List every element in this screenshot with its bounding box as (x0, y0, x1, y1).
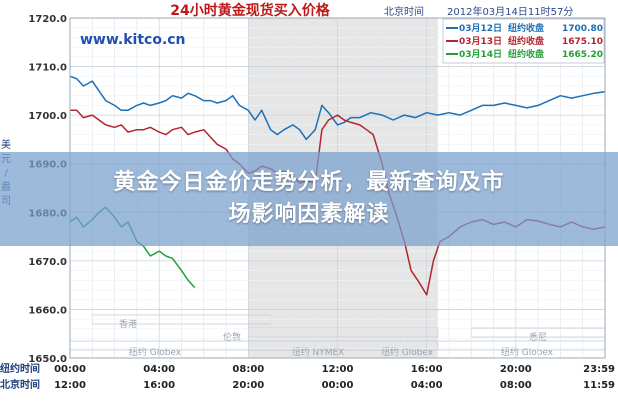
session-label-globex3: 纽约 Globex (501, 346, 554, 358)
x-tick-label: 04:00 (143, 364, 175, 375)
y-tick-label: 1700.0 (28, 111, 67, 122)
legend-label: 纽约收盘 (508, 48, 544, 60)
x-tick-label: 12:00 (54, 380, 86, 391)
x-row-label: 纽约时间 (0, 362, 40, 375)
legend-label: 纽约收盘 (508, 35, 544, 47)
session-label-nymex: 纽约 NYMEX (292, 346, 345, 358)
y-tick-label: 1710.0 (28, 63, 67, 74)
y-axis-label-char: 美 (1, 138, 11, 151)
clock-label: 北京时间 (384, 5, 424, 18)
series-line-1 (69, 75, 606, 141)
headline-line-1: 黄金今日金价走势分析，最新查询及市 (113, 170, 505, 195)
headline-line-2: 场影响因素解读 (228, 202, 390, 227)
legend-value: 1665.20 (562, 50, 603, 60)
site-watermark[interactable]: www.kitco.cn (80, 32, 186, 48)
legend-date: 03月12日 (459, 23, 502, 34)
x-tick-label: 08:00 (500, 380, 532, 391)
x-tick-label: 23:59 (583, 364, 615, 375)
legend-date: 03月14日 (459, 49, 502, 60)
x-tick-label: 11:59 (583, 380, 615, 391)
x-tick-label: 16:00 (143, 380, 175, 391)
y-tick-label: 1650.0 (28, 354, 67, 365)
x-tick-label: 00:00 (322, 380, 354, 391)
legend-value: 1700.80 (562, 24, 603, 34)
legend-date: 03月13日 (459, 36, 502, 47)
x-tick-label: 20:00 (500, 364, 532, 375)
session-label-globex1: 纽约 Globex (129, 346, 182, 358)
x-tick-label: 08:00 (232, 364, 264, 375)
x-tick-label: 00:00 (54, 364, 86, 375)
legend-label: 纽约收盘 (508, 22, 544, 34)
legend-box (442, 18, 605, 64)
x-row-label: 北京时间 (0, 378, 40, 391)
clock-datetime: 2012年03月14日11时57分 (447, 5, 573, 18)
y-tick-label: 1670.0 (28, 257, 67, 268)
x-tick-label: 16:00 (411, 364, 443, 375)
legend-value: 1675.10 (562, 37, 603, 47)
x-tick-label: 04:00 (411, 380, 443, 391)
y-tick-label: 1720.0 (28, 14, 67, 25)
x-tick-label: 20:00 (232, 380, 264, 391)
headline-overlay[interactable]: 黄金今日金价走势分析，最新查询及市 场影响因素解读 (0, 152, 618, 246)
x-tick-label: 12:00 (322, 364, 354, 375)
y-tick-label: 1660.0 (28, 305, 67, 316)
session-label-hongkong: 香港 (119, 318, 137, 330)
session-label-london: 伦敦 (223, 331, 241, 343)
session-label-globex2: 纽约 Globex (381, 346, 434, 358)
chart-title: 24小时黄金现货买入价格 (170, 2, 330, 19)
